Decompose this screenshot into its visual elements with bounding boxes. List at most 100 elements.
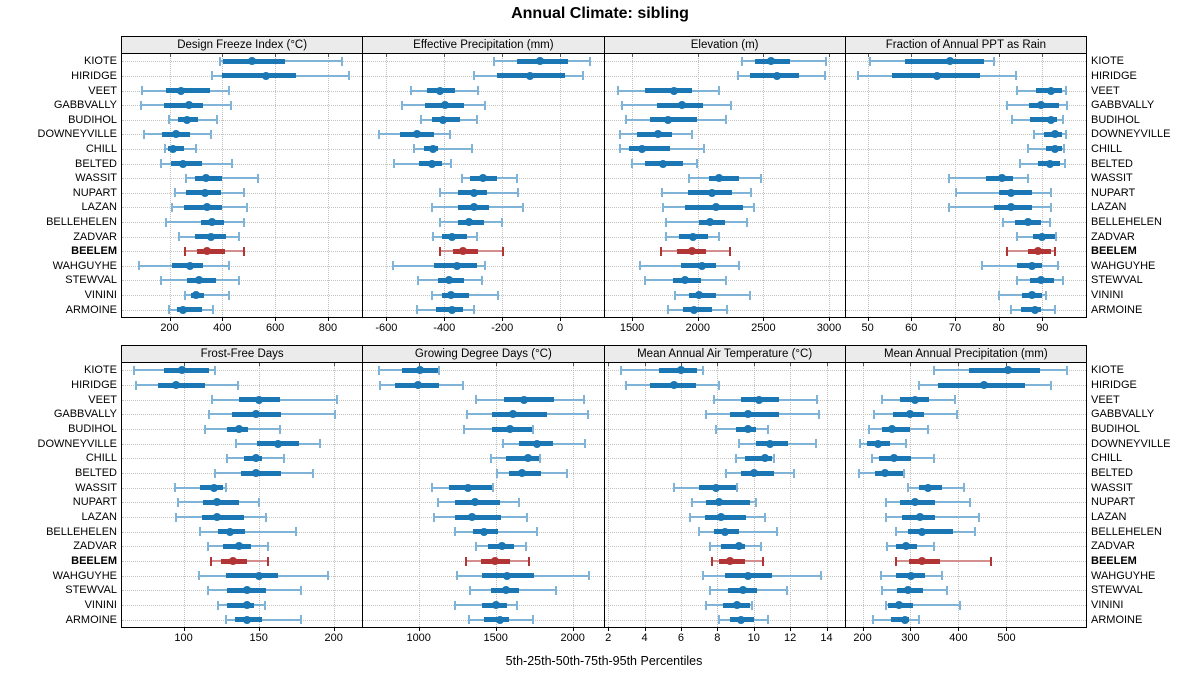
percentile-cap — [933, 453, 936, 463]
site-label: VEET — [1091, 393, 1120, 406]
median-dot — [680, 276, 689, 285]
x-gridline — [954, 54, 956, 317]
x-tick-top — [828, 54, 830, 57]
percentile-cap — [724, 115, 727, 125]
site-label: ZADVAR — [1091, 230, 1135, 243]
percentile-cap — [468, 585, 471, 595]
percentile-cap — [857, 468, 860, 478]
x-gridline — [386, 54, 388, 317]
median-dot — [212, 513, 221, 521]
site-label: BUDIHOL — [68, 423, 117, 435]
x-gridline — [502, 54, 504, 317]
percentile-cap — [724, 275, 727, 285]
median-dot — [933, 71, 942, 80]
percentile-cap — [772, 453, 775, 463]
x-tick — [169, 317, 171, 321]
percentile-cap — [818, 409, 821, 419]
median-dot — [251, 469, 260, 477]
panel-7: 200 300 400 500 — [844, 363, 1086, 644]
percentile-cap — [167, 305, 170, 315]
site-label: WASSIT — [75, 172, 117, 185]
median-dot — [519, 395, 528, 404]
percentile-cap — [625, 115, 628, 125]
x-gridline — [680, 363, 682, 627]
median-dot — [207, 218, 216, 227]
percentile-25-75-bar — [998, 190, 1032, 196]
x-tick-label: 200 — [853, 632, 872, 644]
x-gridline — [697, 54, 699, 317]
x-tick-label: 3000 — [816, 322, 842, 334]
row-guide — [363, 90, 604, 92]
site-label: CHILL — [85, 452, 117, 465]
median-dot — [447, 232, 456, 241]
percentile-25-75-bar — [441, 292, 469, 298]
site-label: ARMOINE — [1091, 303, 1143, 316]
x-tick — [644, 627, 646, 631]
median-dot — [202, 174, 211, 183]
median-dot — [178, 366, 187, 375]
percentile-cap — [231, 159, 234, 169]
x-gridline — [1042, 54, 1044, 317]
percentile-cap — [1055, 232, 1058, 242]
percentile-cap — [1062, 144, 1065, 154]
percentile-cap — [470, 144, 473, 154]
x-gridline — [1006, 363, 1008, 627]
median-dot — [203, 247, 212, 256]
median-dot — [690, 305, 699, 314]
row-guide — [845, 399, 1086, 401]
x-tick — [862, 627, 864, 631]
median-dot — [1050, 130, 1059, 139]
percentile-cap — [760, 541, 763, 551]
percentile-cap — [767, 615, 770, 625]
median-dot — [207, 232, 216, 241]
x-tick — [753, 627, 755, 631]
percentile-cap — [496, 290, 499, 300]
percentile-cap — [698, 527, 701, 537]
row-guide — [363, 134, 604, 136]
percentile-cap — [257, 497, 260, 507]
x-tick — [386, 317, 388, 321]
row-guide — [845, 546, 1086, 548]
median-dot — [229, 557, 238, 565]
percentile-cap — [173, 483, 176, 493]
median-dot — [469, 203, 478, 212]
median-dot — [517, 469, 526, 477]
percentile-25-75-bar — [491, 411, 547, 417]
panel-header: Elevation (m) — [603, 37, 845, 53]
percentile-cap — [517, 497, 520, 507]
x-tick — [958, 627, 960, 631]
percentile-cap — [401, 100, 404, 110]
percentile-25-75-bar — [645, 88, 692, 94]
row-guide — [363, 443, 604, 445]
median-dot — [502, 571, 511, 580]
percentile-cap — [203, 424, 206, 434]
percentile-cap — [946, 585, 949, 595]
percentile-cap — [236, 380, 239, 390]
percentile-cap — [265, 512, 268, 522]
percentile-cap — [525, 541, 528, 551]
median-dot — [508, 410, 517, 419]
percentile-cap — [618, 144, 621, 154]
percentile-cap — [137, 261, 140, 271]
median-dot — [212, 498, 221, 507]
site-label: BELLEHELEN — [46, 216, 117, 229]
row-guide — [845, 105, 1086, 107]
median-dot — [447, 291, 456, 300]
percentile-cap — [690, 129, 693, 139]
x-tick-label: 200 — [160, 322, 179, 334]
percentile-cap — [625, 380, 628, 390]
percentile-cap — [619, 365, 622, 375]
percentile-cap — [460, 173, 463, 183]
percentile-cap — [659, 246, 662, 256]
median-dot — [242, 586, 251, 595]
x-gridline — [495, 363, 497, 627]
percentile-cap — [717, 86, 720, 96]
median-dot — [767, 57, 776, 66]
x-gridline — [910, 363, 912, 627]
row-guide — [363, 473, 604, 474]
row-guide — [363, 236, 604, 238]
site-label: BELLEHELEN — [46, 525, 117, 538]
median-dot — [697, 261, 706, 270]
percentile-cap — [705, 409, 708, 419]
site-label: LAZAN — [81, 511, 117, 523]
